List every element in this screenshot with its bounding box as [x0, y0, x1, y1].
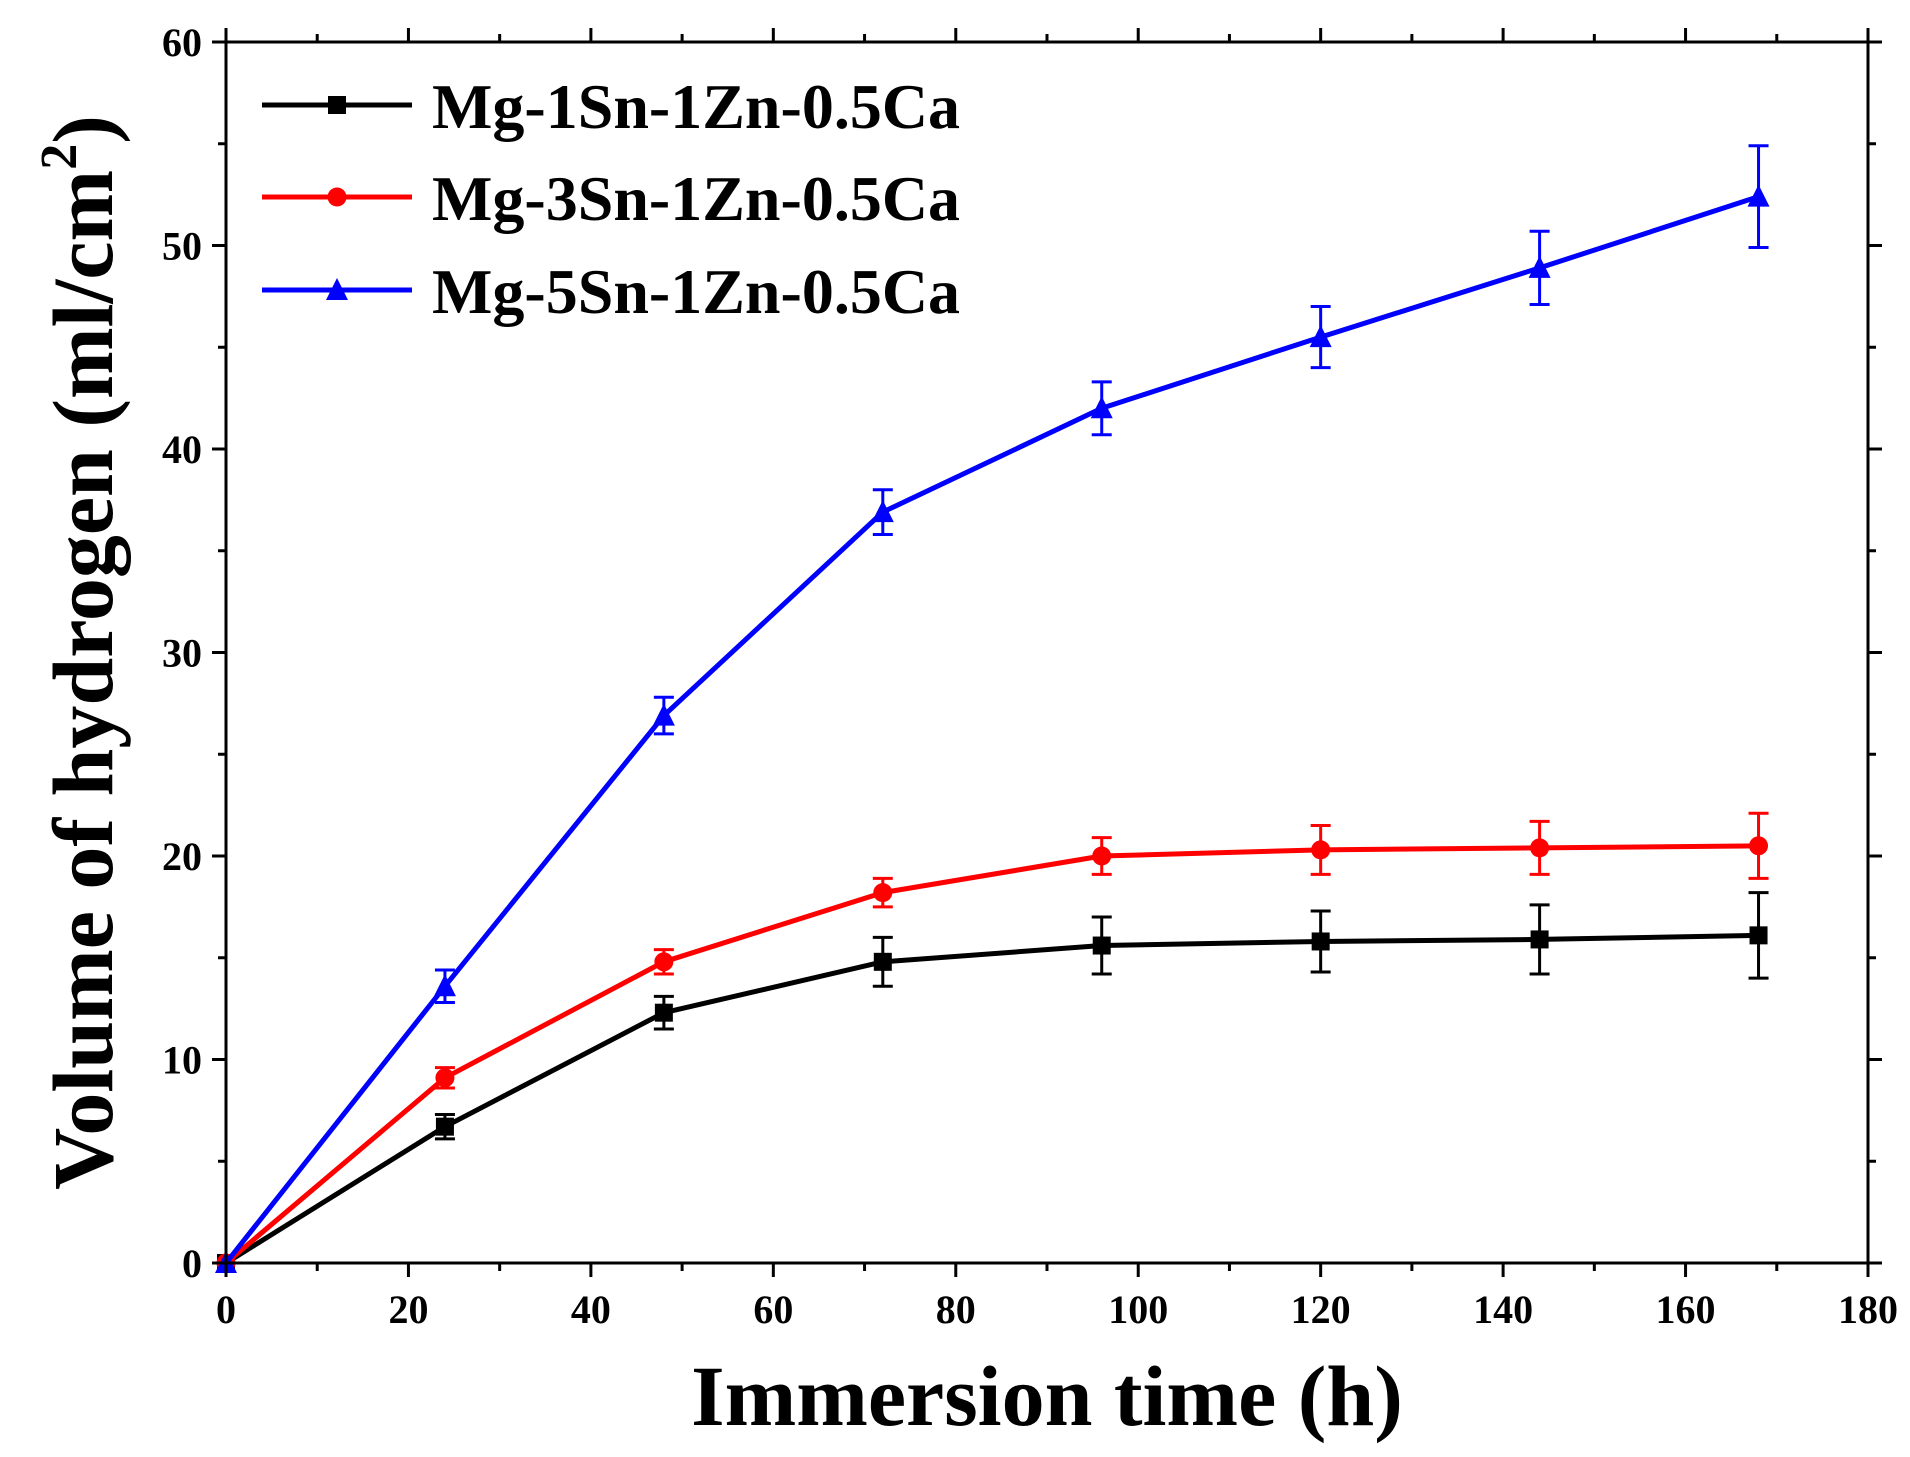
y-axis-title-main: Volume of hydrogen (ml/cm [35, 170, 131, 1190]
y-axis-title: Volume of hydrogen (ml/cm2) [31, 115, 131, 1190]
data-point [871, 500, 894, 523]
x-tick-label: 80 [936, 1287, 976, 1332]
y-tick-label: 40 [162, 427, 202, 472]
legend-marker-shape [326, 278, 348, 300]
data-point [1092, 936, 1111, 955]
data-point [873, 883, 893, 903]
series-0 [217, 891, 1769, 1272]
legend-marker-shape [327, 187, 347, 207]
y-tick-label: 20 [162, 834, 202, 879]
data-point [1747, 184, 1770, 207]
data-point [1311, 932, 1330, 951]
legend-marker-2 [326, 278, 348, 300]
y-tick-label: 0 [182, 1241, 202, 1286]
x-tick-label: 20 [388, 1287, 428, 1332]
y-axis-title-superscript: 2 [31, 144, 88, 170]
x-tick-label: 160 [1656, 1287, 1716, 1332]
legend-marker-1 [327, 187, 347, 207]
data-point [1528, 255, 1551, 278]
x-tick-label: 0 [216, 1287, 236, 1332]
x-tick-label: 140 [1473, 1287, 1533, 1332]
legend-label-1: Mg-3Sn-1Zn-0.5Ca [432, 163, 960, 234]
tick-labels: 0 20 40 60 80 100 120 140 160 180 0 10 20 30 40 50 60 [162, 20, 1898, 1332]
data-point [1530, 930, 1549, 949]
data-point [873, 952, 892, 971]
legend: Mg-1Sn-1Zn-0.5Ca Mg-3Sn-1Zn-0.5Ca Mg-5Sn… [262, 71, 960, 327]
data-point [1749, 836, 1769, 856]
data-point [433, 974, 456, 997]
data-point [1309, 325, 1332, 348]
y-tick-label: 60 [162, 20, 202, 65]
ticks-layer [212, 28, 1882, 1277]
x-tick-label: 60 [753, 1287, 793, 1332]
data-point [652, 703, 675, 726]
series-line [224, 932, 1759, 1266]
x-tick-label: 180 [1838, 1287, 1898, 1332]
legend-marker-0 [328, 96, 346, 114]
data-point [1092, 846, 1112, 866]
x-tick-label: 100 [1108, 1287, 1168, 1332]
y-tick-label: 10 [162, 1038, 202, 1083]
x-axis-title: Immersion time (h) [691, 1348, 1403, 1444]
series-1 [216, 811, 1769, 1273]
data-point [435, 1117, 454, 1136]
legend-label-2: Mg-5Sn-1Zn-0.5Ca [432, 256, 960, 327]
series-line [224, 194, 1760, 1265]
legend-item-2: Mg-5Sn-1Zn-0.5Ca [262, 256, 960, 327]
data-point [1311, 840, 1331, 860]
data-point [654, 952, 674, 972]
legend-item-1: Mg-3Sn-1Zn-0.5Ca [262, 163, 960, 234]
legend-marker-shape [328, 96, 346, 114]
y-tick-label: 50 [162, 224, 202, 269]
data-point [435, 1068, 455, 1088]
series-line [224, 843, 1759, 1265]
data-point [1090, 396, 1113, 419]
data-point [654, 1003, 673, 1022]
series-layer [215, 144, 1770, 1273]
data-point [1530, 838, 1550, 858]
legend-item-0: Mg-1Sn-1Zn-0.5Ca [262, 71, 960, 142]
x-tick-label: 120 [1291, 1287, 1351, 1332]
x-tick-label: 40 [571, 1287, 611, 1332]
legend-label-0: Mg-1Sn-1Zn-0.5Ca [432, 71, 960, 142]
y-tick-label: 30 [162, 631, 202, 676]
y-axis-title-close: ) [35, 115, 131, 144]
series-2 [215, 144, 1770, 1273]
data-point [1749, 926, 1768, 945]
